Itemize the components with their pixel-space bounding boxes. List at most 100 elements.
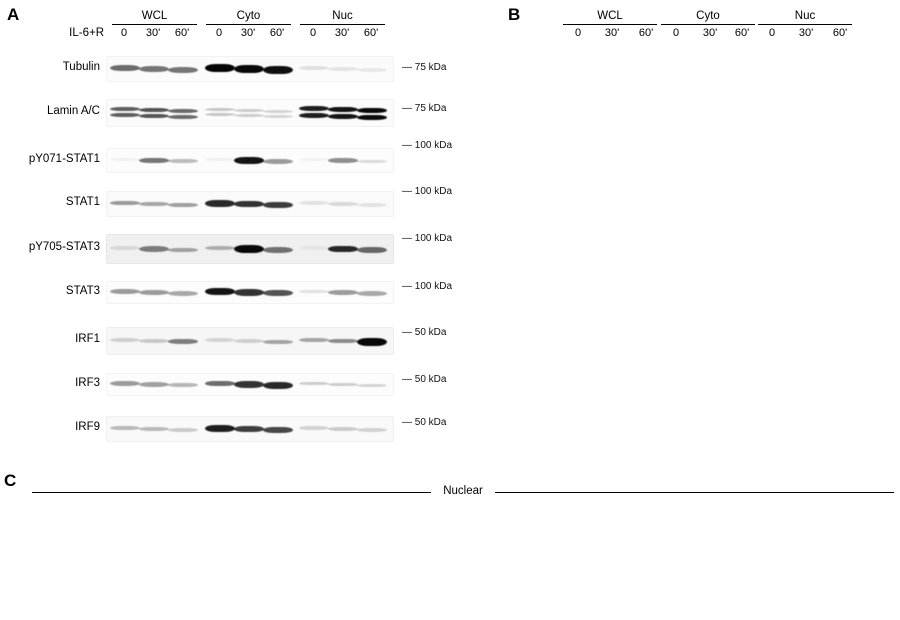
blot-band <box>168 291 198 296</box>
blot-band <box>299 426 329 430</box>
blot-band <box>234 245 264 253</box>
panel-c-label: C <box>4 471 17 490</box>
blot-image-py071-stat1 <box>106 148 394 173</box>
blot-image-stat1 <box>106 191 394 217</box>
blot-image-irf3 <box>106 373 394 396</box>
blot-band <box>110 381 140 386</box>
blot-band <box>168 115 198 119</box>
blot-band <box>168 109 198 113</box>
blot-band <box>168 339 198 345</box>
blot-band <box>139 246 169 252</box>
title-rule-right <box>494 491 895 493</box>
timepoint-label: 60' <box>174 27 190 39</box>
panel-c-title: Nuclear <box>443 485 483 497</box>
blot-band <box>205 338 235 342</box>
blot-band <box>263 426 293 433</box>
blot-band <box>357 115 387 121</box>
timepoint-label: 60' <box>734 27 750 39</box>
molecular-weight-marker: — 50 kDa <box>402 417 447 428</box>
blot-band <box>263 339 293 345</box>
blot-band <box>328 114 358 120</box>
blot-image-irf9 <box>106 416 394 442</box>
stimulus-label: IL-6+R <box>69 27 104 39</box>
blot-band <box>299 201 329 205</box>
blot-band <box>357 247 387 253</box>
blot-band <box>110 113 140 118</box>
blot-band <box>299 246 329 250</box>
blot-band <box>299 106 329 111</box>
blot-row-label: IRF9 <box>75 421 100 433</box>
blot-image-py705-stat3 <box>106 234 394 264</box>
blot-band <box>205 108 235 111</box>
blot-band <box>263 115 293 118</box>
panel-b-label: B <box>508 5 521 24</box>
timepoint-label: 0 <box>120 27 128 39</box>
blot-band <box>328 382 358 387</box>
blot-image-lamin-a-c <box>106 99 394 127</box>
molecular-weight-marker: — 100 kDa <box>402 280 453 292</box>
blot-band <box>234 156 264 165</box>
panel-c-title-row: Nuclear <box>32 485 895 498</box>
molecular-weight-marker: — 100 kDa <box>402 186 453 197</box>
timepoint-label: 60' <box>269 27 285 39</box>
blot-row-label: IRF3 <box>75 376 100 389</box>
blot-band <box>110 65 140 71</box>
fraction-group-label-wcl: WCL <box>112 10 197 25</box>
blot-band <box>205 64 235 72</box>
timepoint-label: 30' <box>604 27 620 39</box>
blot-band <box>357 338 387 346</box>
fraction-group-label-nuc: Nuc <box>758 10 852 25</box>
blot-band <box>234 289 264 296</box>
fraction-group-label-cyto: Cyto <box>206 10 291 25</box>
timepoint-label: 60' <box>363 27 379 39</box>
molecular-weight-marker: — 50 kDa <box>402 327 447 338</box>
blot-band <box>205 287 235 296</box>
timepoint-label: 0 <box>215 27 223 39</box>
blot-band <box>234 114 264 117</box>
blot-band <box>263 290 293 297</box>
blot-band <box>299 381 329 386</box>
blot-band <box>357 68 387 72</box>
timepoint-label: 30' <box>240 27 256 39</box>
blot-band <box>110 289 140 294</box>
blot-band <box>328 427 358 431</box>
blot-band <box>205 113 235 116</box>
blot-band <box>263 66 293 74</box>
blot-band <box>328 290 358 295</box>
blot-row-label: IRF1 <box>75 333 100 345</box>
blot-band <box>263 110 293 113</box>
blot-row-label: STAT1 <box>65 196 100 208</box>
blot-band <box>299 337 329 343</box>
blot-band <box>357 428 387 432</box>
blot-band <box>357 383 387 388</box>
blot-band <box>168 202 198 208</box>
blot-band <box>299 289 329 294</box>
blot-band <box>263 159 293 164</box>
blot-band <box>139 114 169 119</box>
blot-row-label: Tubulin <box>62 61 100 73</box>
timepoint-label: 60' <box>832 27 848 39</box>
blot-band <box>139 290 169 295</box>
blot-band <box>263 247 293 253</box>
timepoint-label: 0 <box>309 27 317 39</box>
blot-row-label: pY705-STAT3 <box>28 241 100 253</box>
molecular-weight-marker: — 100 kDa <box>402 139 453 151</box>
blot-band <box>234 339 264 343</box>
blot-band <box>139 382 169 387</box>
blot-band <box>139 107 169 112</box>
blot-band <box>234 65 264 73</box>
molecular-weight-marker: — 50 kDa <box>402 373 447 385</box>
blot-band <box>139 157 169 164</box>
timepoint-label: 30' <box>702 27 718 39</box>
blot-band <box>139 66 169 72</box>
blot-band <box>110 338 140 342</box>
timepoint-label: 30' <box>334 27 350 39</box>
blot-band <box>299 66 329 70</box>
blot-band <box>328 338 358 344</box>
blot-band <box>263 201 293 209</box>
blot-band <box>205 246 235 251</box>
blot-band <box>234 109 264 112</box>
timepoint-label: 0 <box>574 27 582 39</box>
blot-band <box>328 202 358 206</box>
